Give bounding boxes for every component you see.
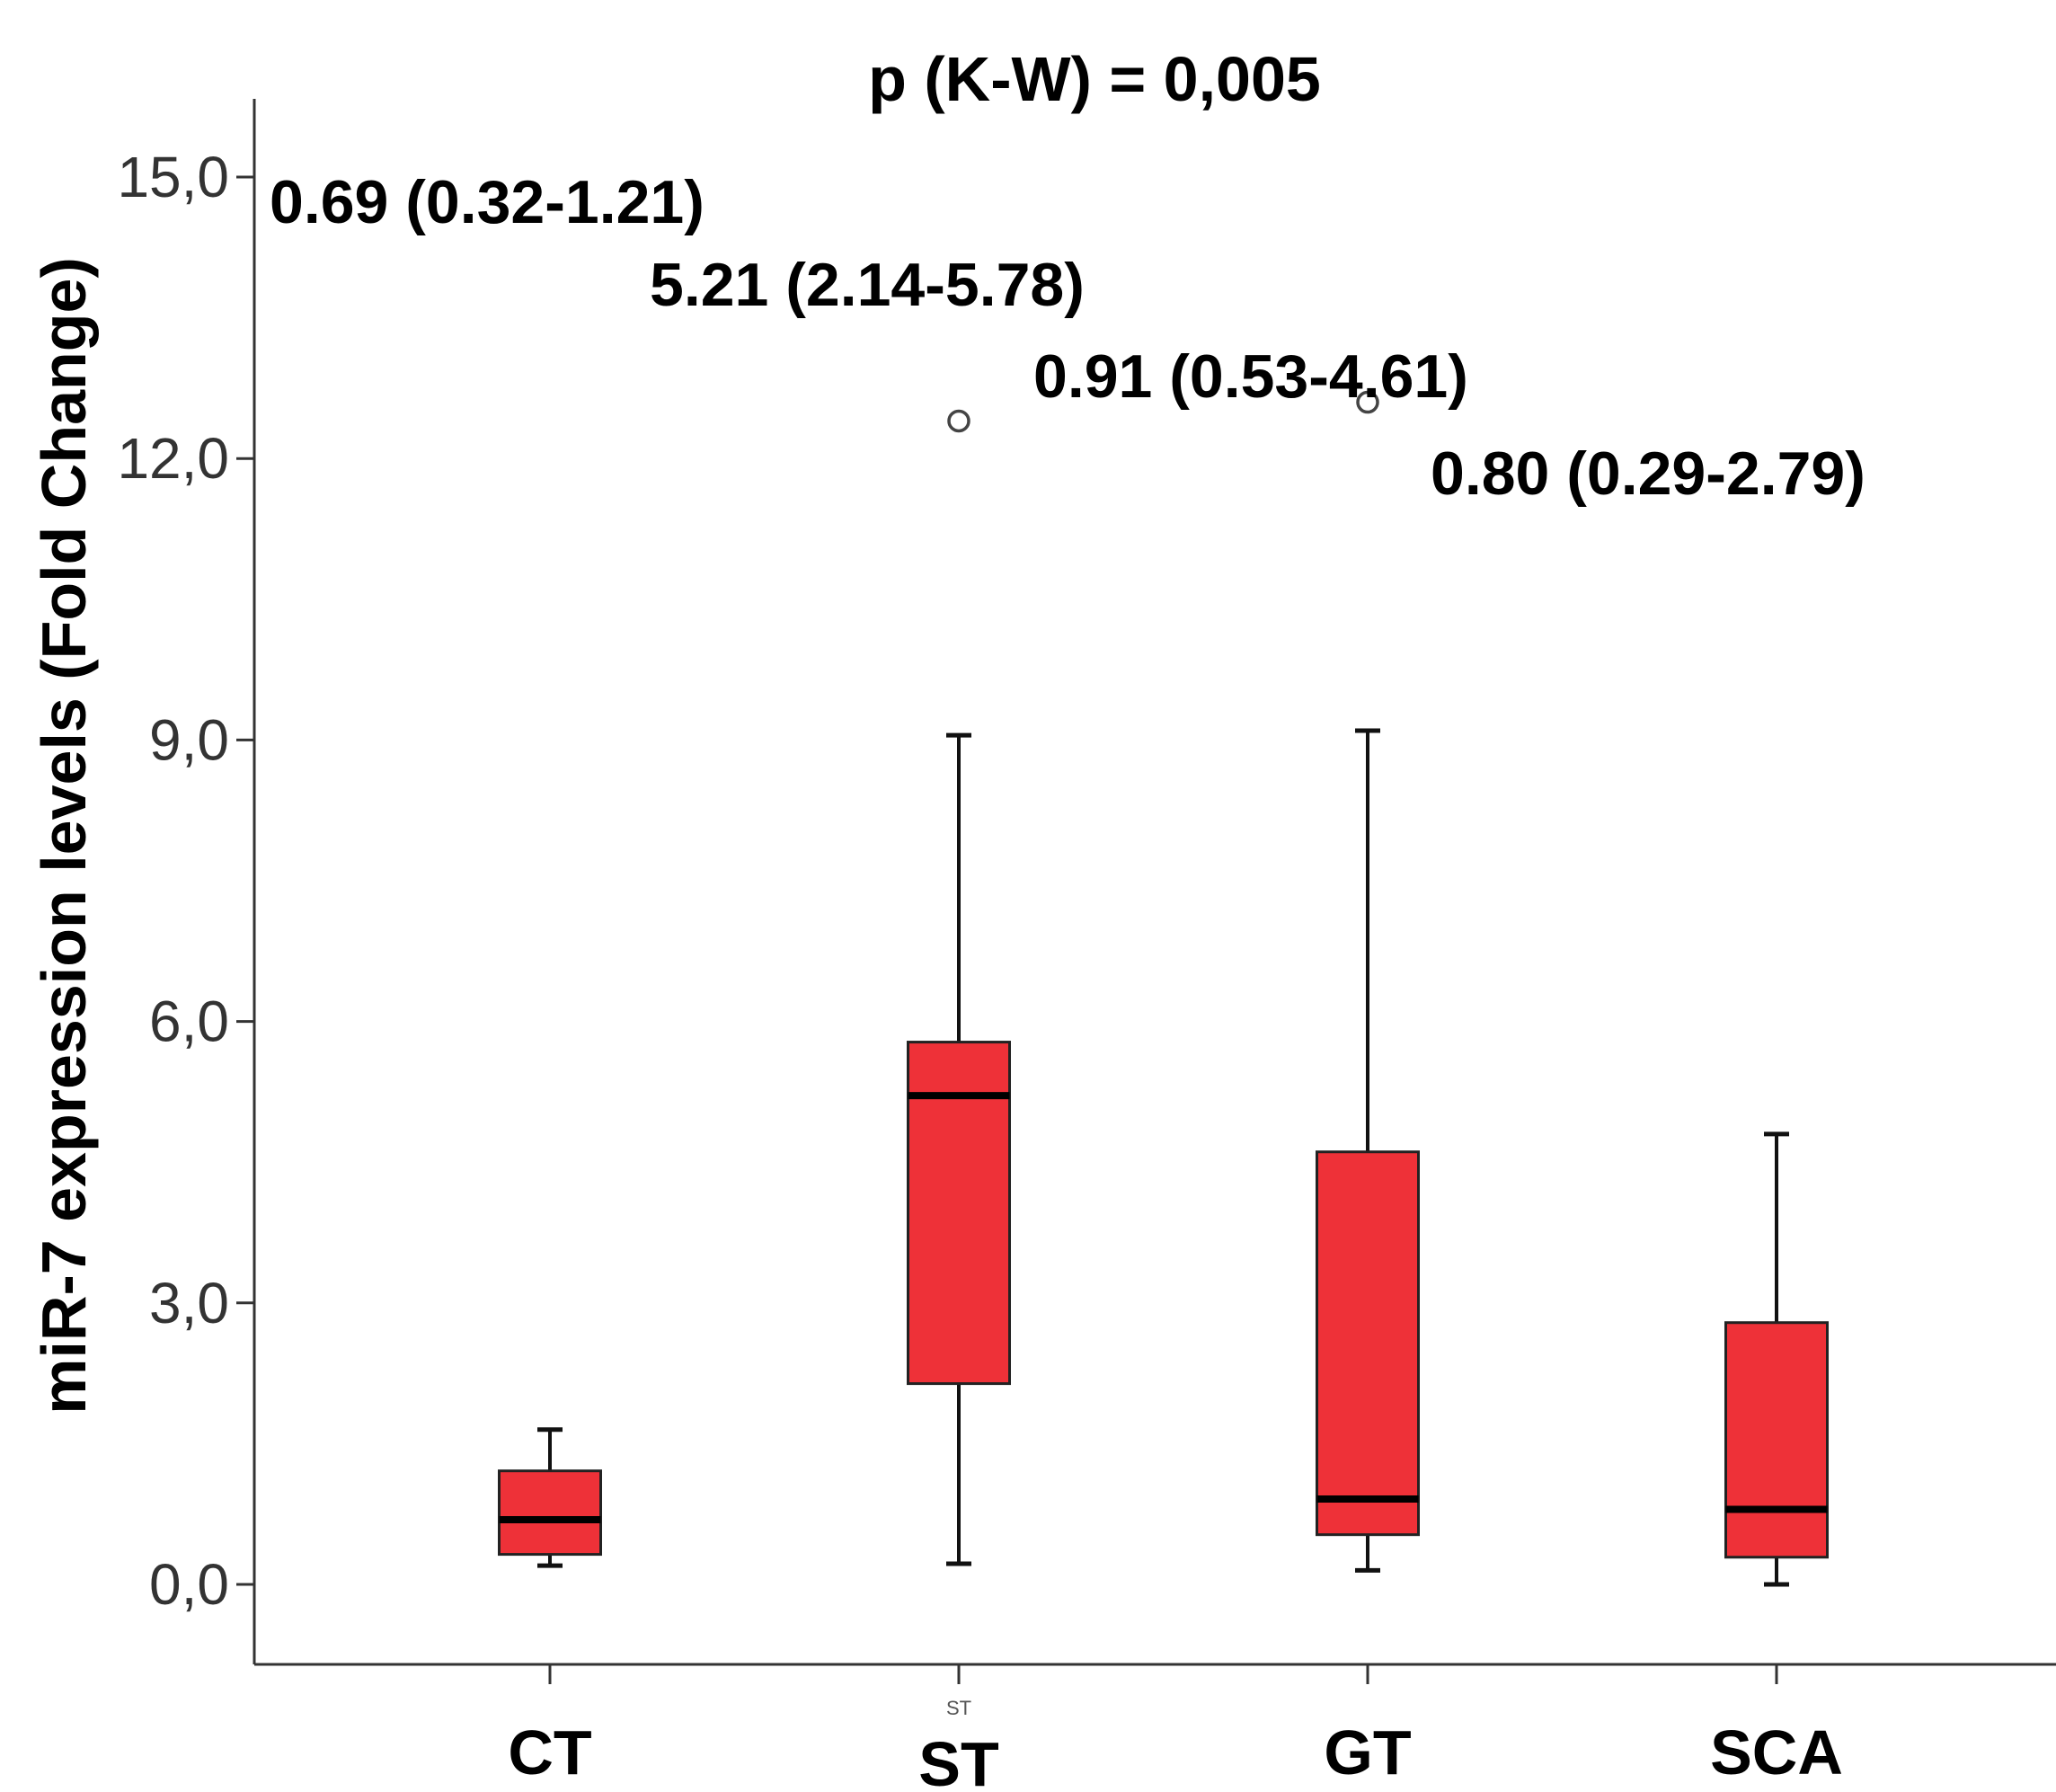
x-ticks: CT ST GT SCA: [508, 1664, 1843, 1792]
box-ct: [498, 1427, 602, 1568]
x-tick-label: SCA: [1710, 1717, 1843, 1788]
x-tick-label: CT: [508, 1717, 591, 1788]
annotation-gt: 0.91 (0.53-4.61): [1033, 342, 1468, 411]
faint-tick-text: ST: [946, 1697, 971, 1719]
annotation-sca: 0.80 (0.29-2.79): [1431, 439, 1865, 508]
outlier-point: [1356, 390, 1379, 414]
outlier-point: [947, 409, 970, 433]
iqr-box: [1724, 1321, 1829, 1559]
boxes: [498, 390, 1829, 1587]
chart-title: p (K-W) = 0,005: [868, 44, 1321, 114]
annotation-ct: 0.69 (0.32-1.21): [270, 168, 705, 236]
y-tick-label: 12,0: [117, 426, 229, 491]
annotations: 0.69 (0.32-1.21) 5.21 (2.14-5.78) 0.91 (0.…: [270, 168, 1865, 508]
box-sca: [1724, 1131, 1829, 1587]
x-tick-label: GT: [1324, 1717, 1411, 1788]
box-st: [907, 409, 1011, 1566]
y-tick-label: 6,0: [149, 989, 229, 1054]
iqr-box: [1316, 1150, 1420, 1537]
annotation-st: 5.21 (2.14-5.78): [650, 251, 1085, 319]
iqr-box: [498, 1469, 602, 1557]
y-tick-label: 9,0: [149, 707, 229, 772]
y-tick-label: 3,0: [149, 1271, 229, 1335]
y-tick-label: 0,0: [149, 1552, 229, 1617]
y-tick-label: 15,0: [117, 145, 229, 209]
y-axis-label: miR-7 expression levels (Fold Change): [29, 257, 99, 1415]
x-tick-label: ST: [918, 1729, 998, 1792]
box-gt: [1316, 390, 1420, 1573]
y-ticks: 0,0 3,0 6,0 9,0 12,0 15,0: [117, 145, 254, 1617]
